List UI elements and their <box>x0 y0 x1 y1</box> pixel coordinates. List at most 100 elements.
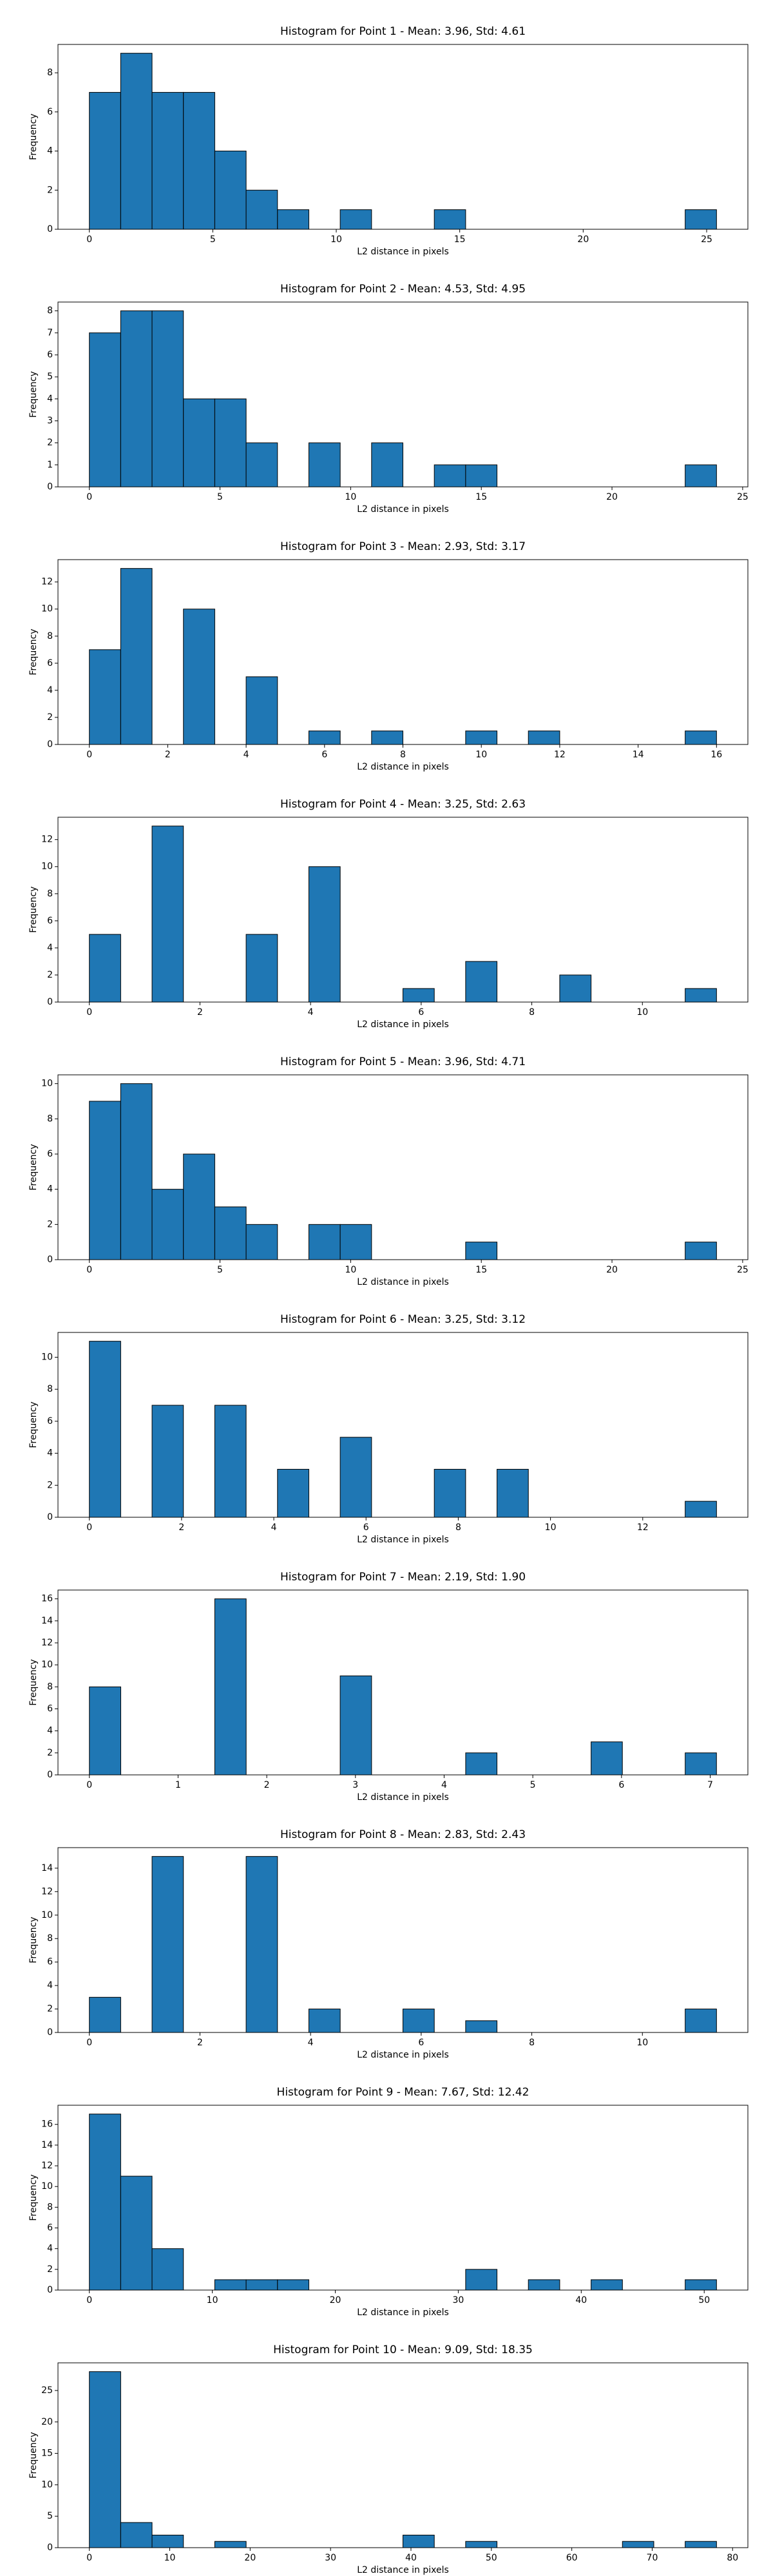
y-tick-label: 0 <box>47 2285 53 2295</box>
x-tick-label: 8 <box>529 1007 535 1018</box>
y-tick-label: 5 <box>47 372 53 382</box>
chart-title: Histogram for Point 2 - Mean: 4.53, Std:… <box>280 283 526 296</box>
x-tick-label: 4 <box>441 1780 447 1790</box>
histogram-bar <box>89 1996 121 2033</box>
histogram-bar <box>685 988 717 1003</box>
x-axis-label: L2 distance in pixels <box>357 247 449 257</box>
histogram-bar <box>371 442 403 488</box>
y-tick-label: 0 <box>47 1512 53 1522</box>
histogram-bar <box>214 1405 247 1518</box>
y-axis-label: Frequency <box>28 1917 39 1963</box>
histogram-bar <box>685 1501 717 1518</box>
x-axis-label: L2 distance in pixels <box>357 1277 449 1287</box>
x-axis-label: L2 distance in pixels <box>357 1535 449 1545</box>
y-tick-label: 6 <box>47 916 53 926</box>
x-tick-label: 25 <box>701 234 712 245</box>
x-tick-label: 6 <box>418 1007 424 1018</box>
y-tick-label: 10 <box>41 604 53 614</box>
x-tick-label: 40 <box>405 2553 417 2563</box>
x-tick-label: 80 <box>727 2553 738 2563</box>
histogram-bar <box>339 1675 372 1776</box>
x-tick-label: 30 <box>325 2553 336 2563</box>
histogram-bar <box>308 866 341 1003</box>
y-tick-label: 16 <box>41 1594 53 1604</box>
histogram-bar <box>151 2248 184 2291</box>
x-tick-label: 8 <box>455 1522 461 1533</box>
y-tick-label: 10 <box>41 1352 53 1363</box>
y-tick-label: 8 <box>47 1933 53 1944</box>
histogram-bar <box>528 730 560 745</box>
y-tick-label: 0 <box>47 2543 53 2553</box>
y-axis-label: Frequency <box>28 2432 39 2478</box>
y-tick-label: 8 <box>47 1113 53 1124</box>
histogram-bar <box>151 1405 184 1518</box>
x-tick-label: 40 <box>575 2295 587 2306</box>
histogram-bar <box>214 398 247 488</box>
x-tick-label: 0 <box>86 2295 92 2306</box>
x-tick-label: 1 <box>175 1780 181 1790</box>
x-tick-label: 6 <box>418 2038 424 2048</box>
histogram-bar <box>685 1752 717 1776</box>
x-tick-label: 6 <box>618 1780 624 1790</box>
axes-frame <box>57 2362 749 2548</box>
x-tick-label: 8 <box>529 2038 535 2048</box>
x-tick-label: 20 <box>606 1265 618 1275</box>
y-tick-label: 12 <box>41 2161 53 2171</box>
chart-title: Histogram for Point 10 - Mean: 9.09, Std… <box>273 2344 533 2356</box>
histogram-bar <box>308 730 341 745</box>
y-axis-label: Frequency <box>28 371 39 417</box>
histogram-bar <box>622 2541 654 2548</box>
x-axis-label: L2 distance in pixels <box>357 2565 449 2575</box>
x-tick-label: 5 <box>210 234 216 245</box>
y-tick-label: 6 <box>47 2223 53 2233</box>
y-tick-label: 10 <box>41 2181 53 2192</box>
x-tick-label: 50 <box>486 2553 497 2563</box>
axes-frame <box>57 301 749 488</box>
histogram-bar <box>120 1083 153 1260</box>
subplot: Histogram for Point 3 - Mean: 2.93, Std:… <box>28 540 749 772</box>
histogram-bar <box>214 1206 247 1260</box>
y-tick-label: 10 <box>41 862 53 872</box>
y-tick-label: 2 <box>47 1748 53 1758</box>
y-tick-label: 2 <box>47 712 53 723</box>
histogram-bar <box>277 209 309 230</box>
y-tick-label: 14 <box>41 1616 53 1626</box>
y-tick-label: 4 <box>47 1726 53 1736</box>
y-tick-label: 6 <box>47 1957 53 1967</box>
histogram-bar <box>465 1242 498 1260</box>
histogram-bar <box>214 2279 247 2291</box>
x-tick-label: 16 <box>711 750 722 760</box>
histogram-bar <box>528 2279 560 2291</box>
histogram-bar <box>89 1341 121 1518</box>
y-tick-label: 16 <box>41 2119 53 2130</box>
subplot: Histogram for Point 7 - Mean: 2.19, Std:… <box>28 1571 749 1803</box>
x-tick-label: 2 <box>165 750 171 760</box>
x-tick-label: 5 <box>217 492 223 502</box>
histogram-bar <box>339 1224 372 1260</box>
histogram-bar <box>685 2279 717 2291</box>
histogram-bar <box>685 1242 717 1260</box>
histogram-bar <box>685 209 717 230</box>
y-tick-label: 8 <box>47 2202 53 2212</box>
x-axis-label: L2 distance in pixels <box>357 1792 449 1803</box>
histogram-bar <box>89 1101 121 1260</box>
chart-title: Histogram for Point 3 - Mean: 2.93, Std:… <box>280 540 526 553</box>
subplot: Histogram for Point 10 - Mean: 9.09, Std… <box>28 2344 749 2575</box>
x-tick-label: 70 <box>647 2553 658 2563</box>
x-tick-label: 2 <box>197 1007 203 1018</box>
x-tick-label: 5 <box>217 1265 223 1275</box>
y-tick-label: 5 <box>47 2511 53 2521</box>
histogram-bar <box>89 2114 121 2291</box>
histogram-bar <box>89 2371 121 2548</box>
histogram-bar <box>277 2279 309 2291</box>
histogram-bar <box>685 464 717 488</box>
x-tick-label: 10 <box>636 1007 648 1018</box>
x-tick-label: 2 <box>178 1522 184 1533</box>
y-tick-label: 8 <box>47 68 53 78</box>
histogram-bar <box>120 2175 153 2291</box>
chart-title: Histogram for Point 1 - Mean: 3.96, Std:… <box>280 25 526 38</box>
y-tick-label: 14 <box>41 1863 53 1873</box>
x-tick-label: 10 <box>545 1522 557 1533</box>
histogram-bar <box>120 310 153 488</box>
y-tick-label: 25 <box>41 2385 53 2396</box>
